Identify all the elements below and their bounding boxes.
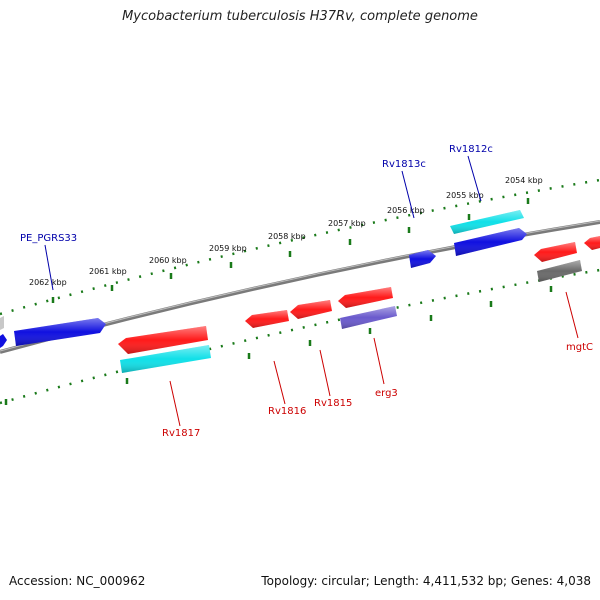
reverse-label-leaders xyxy=(169,291,579,427)
scale-label: 2061 kbp xyxy=(89,267,127,276)
gene-label-rv1813c: Rv1813c xyxy=(382,159,426,170)
gene-label-mgtc: mgtC xyxy=(566,342,593,353)
scale-label: 2059 kbp xyxy=(209,244,247,253)
gene-label-rv1817: Rv1817 xyxy=(162,428,200,439)
gene-arrow xyxy=(0,334,7,348)
forward-label-leaders xyxy=(44,155,482,291)
scale-label: 2056 kbp xyxy=(387,206,425,215)
scale-label: 2058 kbp xyxy=(268,232,306,241)
gene-arrow xyxy=(0,316,4,330)
inner-scale-ring xyxy=(0,268,600,405)
reverse-genes xyxy=(118,236,600,373)
forward-gene-labels: PE_PGRS33 Rv1813c Rv1812c xyxy=(20,144,493,244)
gene-label-rv1816: Rv1816 xyxy=(268,406,306,417)
scale-label: 2060 kbp xyxy=(149,256,187,265)
gene-label-rv1812c: Rv1812c xyxy=(449,144,493,155)
major-ticks xyxy=(4,198,553,405)
scale-label: 2057 kbp xyxy=(328,219,366,228)
scale-label: 2054 kbp xyxy=(505,176,543,185)
genome-summary-text: Topology: circular; Length: 4,411,532 bp… xyxy=(261,574,591,588)
scale-label: 2062 kbp xyxy=(29,278,67,287)
map-title: Mycobacterium tuberculosis H37Rv, comple… xyxy=(122,9,478,24)
scale-labels: 2062 kbp 2061 kbp 2060 kbp 2059 kbp 2058… xyxy=(29,176,543,287)
reverse-gene-labels: Rv1817 Rv1816 Rv1815 erg3 mgtC xyxy=(162,342,593,439)
gene-label-rv1815: Rv1815 xyxy=(314,398,352,409)
gene-label-pe-pgrs33: PE_PGRS33 xyxy=(20,233,77,244)
outer-scale-ring xyxy=(0,178,600,316)
forward-genes xyxy=(0,210,527,348)
gene-label-erg3: erg3 xyxy=(375,388,398,399)
accession-text: Accession: NC_000962 xyxy=(9,574,146,588)
scale-label: 2055 kbp xyxy=(446,191,484,200)
